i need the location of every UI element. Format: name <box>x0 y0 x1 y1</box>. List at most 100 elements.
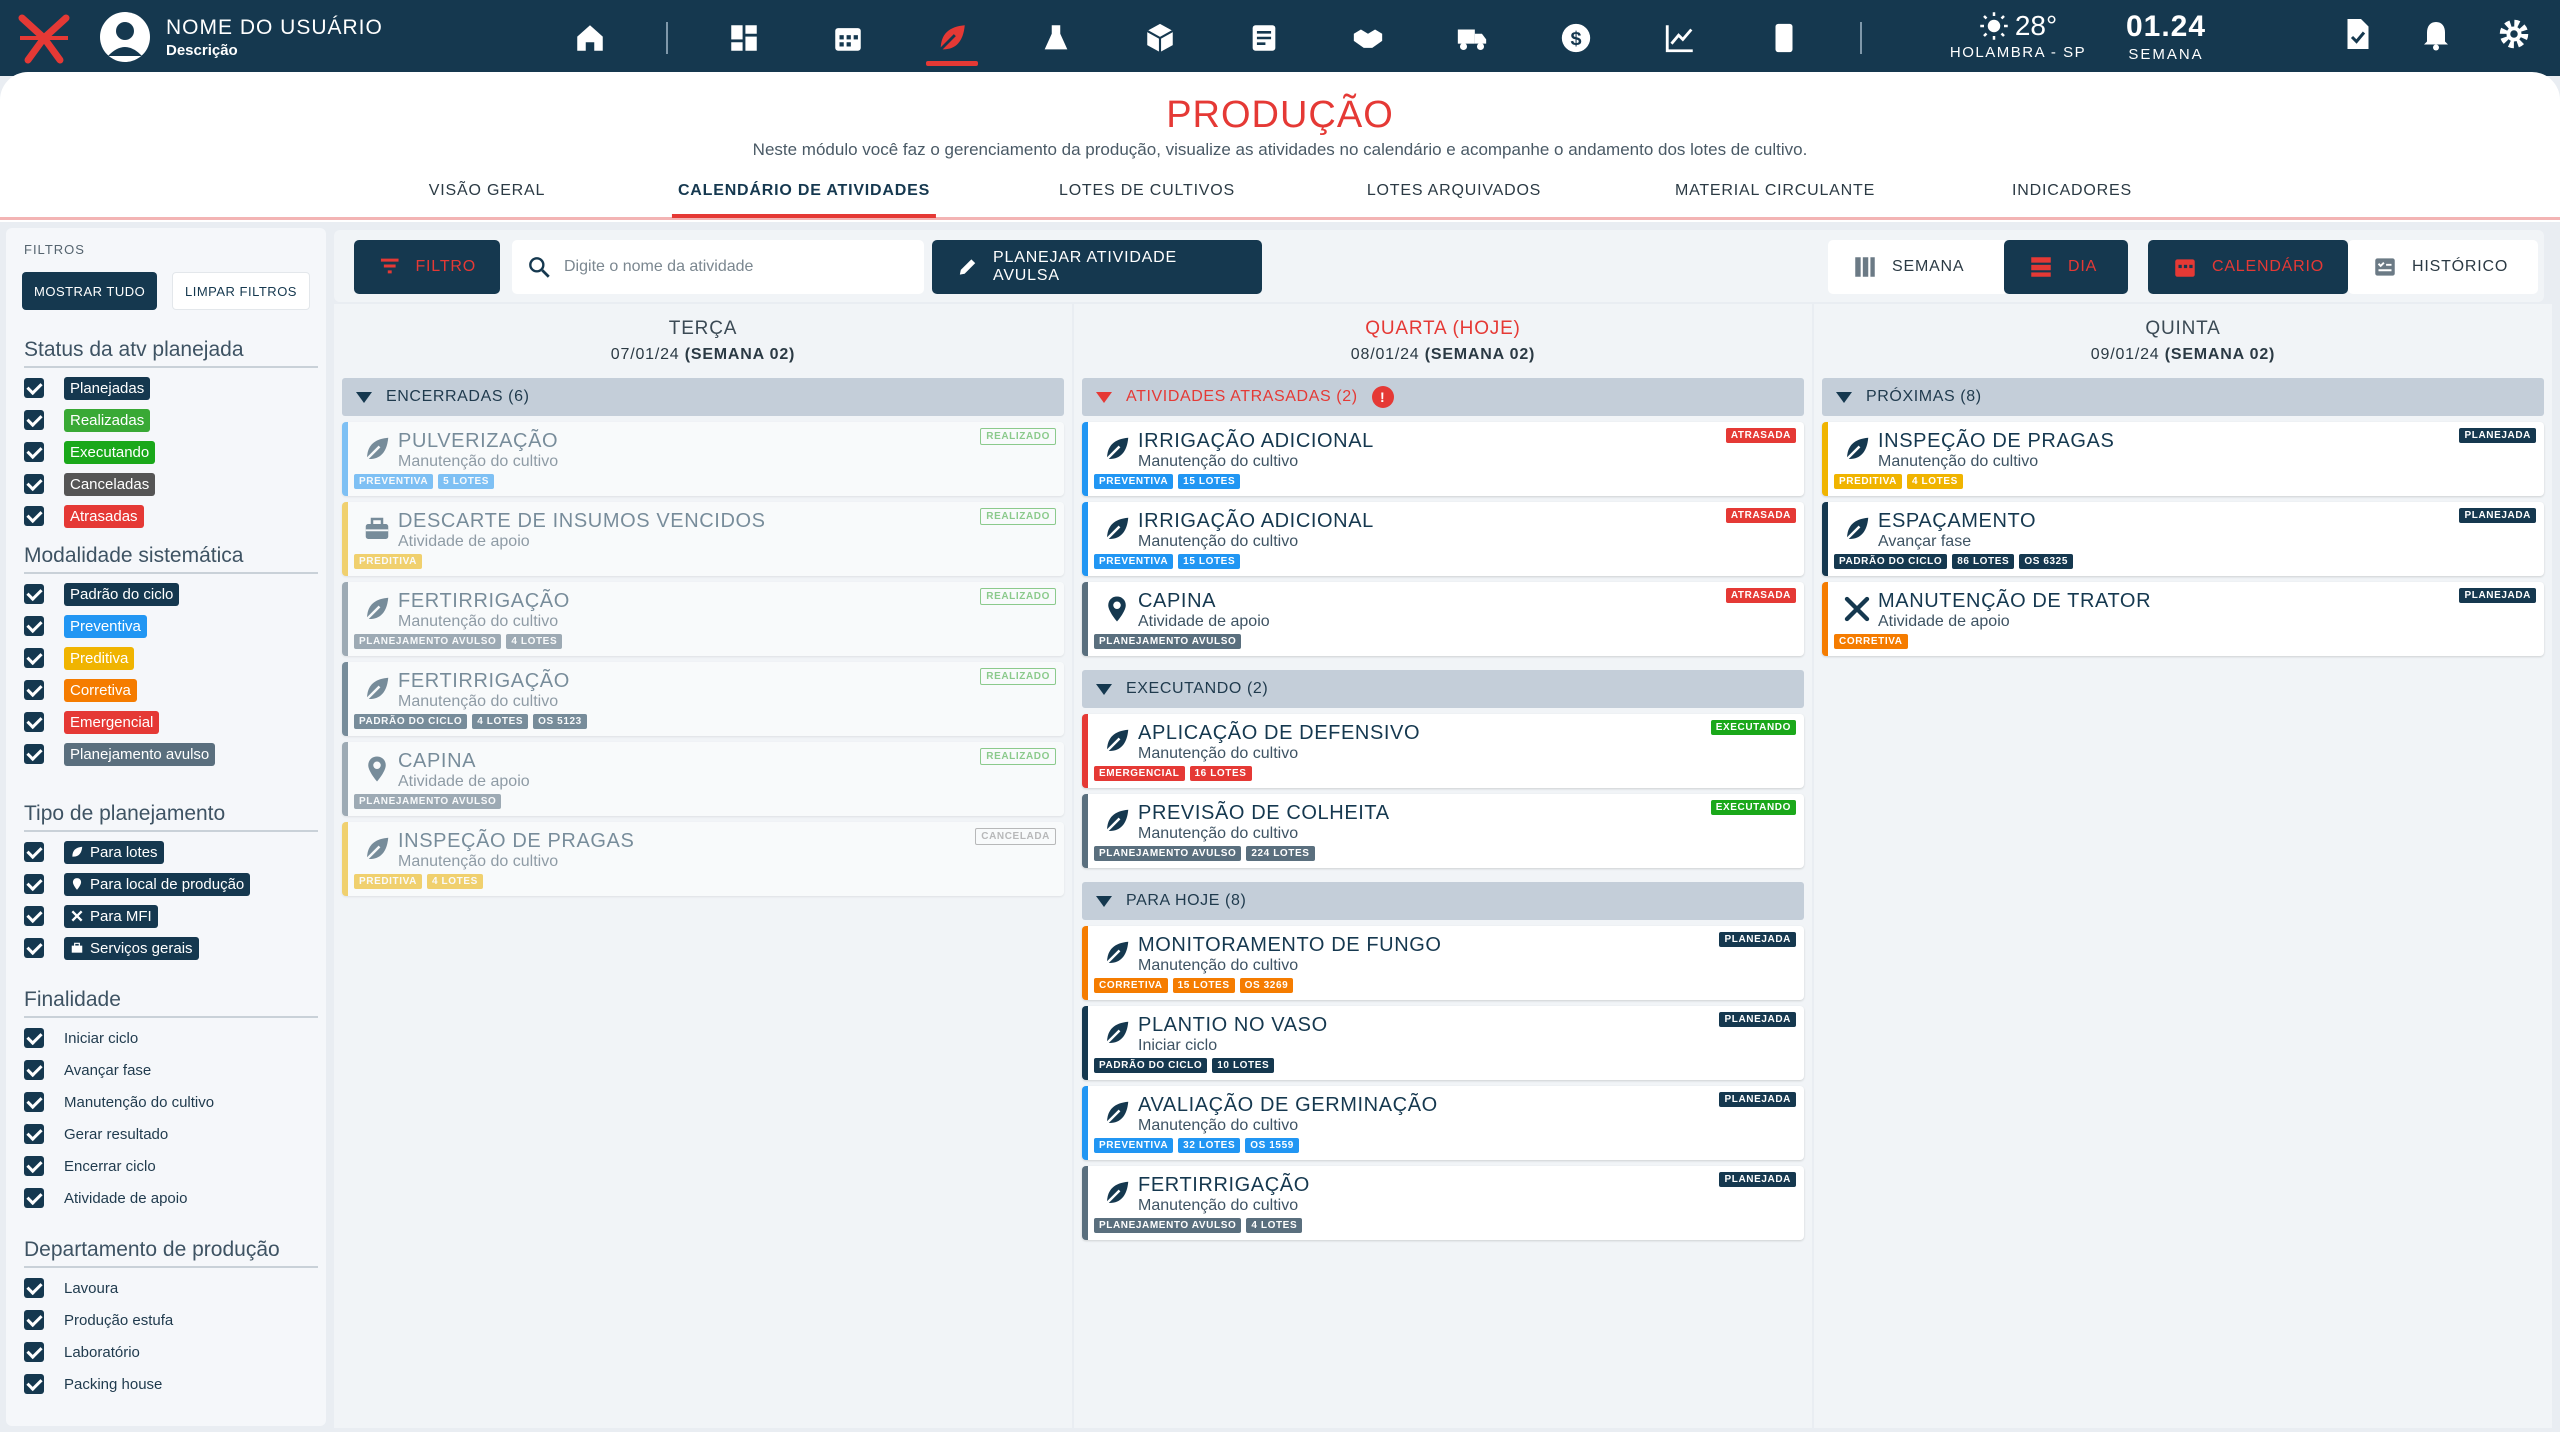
activity-card[interactable]: DESCARTE DE INSUMOS VENCIDOS Atividade de… <box>342 502 1064 576</box>
filter-option[interactable]: Serviços gerais <box>24 932 318 964</box>
tab-indicadores[interactable]: INDICADORES <box>2012 182 2132 199</box>
filter-option[interactable]: Produção estufa <box>24 1304 318 1336</box>
filter-option[interactable]: Preventiva <box>24 610 318 642</box>
checkbox[interactable] <box>24 506 44 526</box>
activity-card[interactable]: MANUTENÇÃO DE TRATOR Atividade de apoio PL… <box>1822 582 2544 656</box>
activity-card[interactable]: INSPEÇÃO DE PRAGAS Manutenção do cultivo C… <box>342 822 1064 896</box>
checkbox[interactable] <box>24 1124 44 1144</box>
dollar-icon[interactable]: $ <box>1524 10 1628 66</box>
box-icon[interactable] <box>1108 10 1212 66</box>
filter-option[interactable]: Gerar resultado <box>24 1118 318 1150</box>
filter-option[interactable]: Atrasadas <box>24 500 318 532</box>
chevron-down-icon[interactable] <box>1096 683 1112 695</box>
avatar[interactable] <box>100 12 150 62</box>
dashboard-icon[interactable] <box>692 10 796 66</box>
checkbox[interactable] <box>24 680 44 700</box>
checkbox[interactable] <box>24 584 44 604</box>
week-view-button[interactable]: SEMANA <box>1828 240 2008 294</box>
filter-option[interactable]: Lavoura <box>24 1272 318 1304</box>
day-view-button[interactable]: DIA <box>2004 240 2128 294</box>
checkbox[interactable] <box>24 1310 44 1330</box>
checkbox[interactable] <box>24 1092 44 1112</box>
group-header[interactable]: PARA HOJE (8) <box>1082 882 1804 920</box>
filter-option[interactable]: Avançar fase <box>24 1054 318 1086</box>
history-button[interactable]: HISTÓRICO <box>2348 240 2538 294</box>
checkbox[interactable] <box>24 410 44 430</box>
bell-icon[interactable] <box>2418 16 2454 52</box>
checkbox[interactable] <box>24 744 44 764</box>
calendar-view-button[interactable]: CALENDÁRIO <box>2148 240 2348 294</box>
filter-option[interactable]: Packing house <box>24 1368 318 1400</box>
filter-option[interactable]: Planejadas <box>24 372 318 404</box>
activity-card[interactable]: PULVERIZAÇÃO Manutenção do cultivo REALIZA… <box>342 422 1064 496</box>
checkbox[interactable] <box>24 616 44 636</box>
filter-option[interactable]: Para lotes <box>24 836 318 868</box>
filter-option[interactable]: Emergencial <box>24 706 318 738</box>
filter-option[interactable]: Canceladas <box>24 468 318 500</box>
filter-option[interactable]: Iniciar ciclo <box>24 1022 318 1054</box>
plan-activity-button[interactable]: PLANEJAR ATIVIDADE AVULSA <box>932 240 1262 294</box>
group-header[interactable]: ATIVIDADES ATRASADAS (2)! <box>1082 378 1804 416</box>
show-all-button[interactable]: MOSTRAR TUDO <box>22 272 158 310</box>
checkbox[interactable] <box>24 1028 44 1048</box>
filter-option[interactable]: Corretiva <box>24 674 318 706</box>
checkbox[interactable] <box>24 474 44 494</box>
checkbox[interactable] <box>24 1342 44 1362</box>
checkbox[interactable] <box>24 938 44 958</box>
activity-card[interactable]: CAPINA Atividade de apoio REALIZADO PLANEJA… <box>342 742 1064 816</box>
home-icon[interactable] <box>538 10 642 66</box>
report-icon[interactable] <box>1212 10 1316 66</box>
gear-icon[interactable] <box>2496 16 2532 52</box>
filter-option[interactable]: Executando <box>24 436 318 468</box>
checkbox[interactable] <box>24 648 44 668</box>
filter-option[interactable]: Encerrar ciclo <box>24 1150 318 1182</box>
brand-logo[interactable] <box>14 8 74 68</box>
calendar-icon[interactable] <box>796 10 900 66</box>
checkbox[interactable] <box>24 378 44 398</box>
checkbox[interactable] <box>24 906 44 926</box>
filter-option[interactable]: Preditiva <box>24 642 318 674</box>
truck-icon[interactable] <box>1420 10 1524 66</box>
chevron-down-icon[interactable] <box>1096 895 1112 907</box>
activity-card[interactable]: MONITORAMENTO DE FUNGO Manutenção do cult… <box>1082 926 1804 1000</box>
search-input[interactable]: Digite o nome da atividade <box>512 240 924 294</box>
checkbox[interactable] <box>24 842 44 862</box>
chart-icon[interactable] <box>1628 10 1732 66</box>
activity-card[interactable]: PREVISÃO DE COLHEITA Manutenção do cultiv… <box>1082 794 1804 868</box>
activity-card[interactable]: APLICAÇÃO DE DEFENSIVO Manutenção do cult… <box>1082 714 1804 788</box>
tab-visao-geral[interactable]: VISÃO GERAL <box>428 182 546 199</box>
checkbox[interactable] <box>24 874 44 894</box>
filter-option[interactable]: Manutenção do cultivo <box>24 1086 318 1118</box>
filter-option[interactable]: Atividade de apoio <box>24 1182 318 1214</box>
chevron-down-icon[interactable] <box>356 391 372 403</box>
activity-card[interactable]: PLANTIO NO VASO Iniciar ciclo PLANEJADA PAD… <box>1082 1006 1804 1080</box>
activity-card[interactable]: FERTIRRIGAÇÃO Manutenção do cultivo REALIZ… <box>342 662 1064 736</box>
handshake-icon[interactable] <box>1316 10 1420 66</box>
activity-card[interactable]: ESPAÇAMENTO Avançar fase PLANEJADA PADRÃO D… <box>1822 502 2544 576</box>
filter-option[interactable]: Realizadas <box>24 404 318 436</box>
filter-option[interactable]: Laboratório <box>24 1336 318 1368</box>
filter-option[interactable]: Para MFI <box>24 900 318 932</box>
filter-option[interactable]: Padrão do ciclo <box>24 578 318 610</box>
filter-option[interactable]: Para local de produção <box>24 868 318 900</box>
checkbox[interactable] <box>24 712 44 732</box>
document-check-icon[interactable] <box>2340 16 2376 52</box>
activity-card[interactable]: AVALIAÇÃO DE GERMINAÇÃO Manutenção do cul… <box>1082 1086 1804 1160</box>
flask-icon[interactable] <box>1004 10 1108 66</box>
tab-lotes-cultivos[interactable]: LOTES DE CULTIVOS <box>1058 182 1236 199</box>
filter-option[interactable]: Planejamento avulso <box>24 738 318 770</box>
activity-card[interactable]: CAPINA Atividade de apoio ATRASADA PLANEJAM… <box>1082 582 1804 656</box>
checkbox[interactable] <box>24 1188 44 1208</box>
tab-material-circulante[interactable]: MATERIAL CIRCULANTE <box>1674 182 1876 199</box>
checkbox[interactable] <box>24 1278 44 1298</box>
filter-button[interactable]: FILTRO <box>354 240 500 294</box>
checkbox[interactable] <box>24 1156 44 1176</box>
tab-calendario[interactable]: CALENDÁRIO DE ATIVIDADES <box>671 182 937 218</box>
group-header[interactable]: PRÓXIMAS (8) <box>1822 378 2544 416</box>
leaf-icon[interactable] <box>900 10 1004 66</box>
activity-card[interactable]: FERTIRRIGAÇÃO Manutenção do cultivo PLANEJ… <box>1082 1166 1804 1240</box>
activity-card[interactable]: FERTIRRIGAÇÃO Manutenção do cultivo REALIZ… <box>342 582 1064 656</box>
checkbox[interactable] <box>24 1374 44 1394</box>
activity-card[interactable]: INSPEÇÃO DE PRAGAS Manutenção do cultivo P… <box>1822 422 2544 496</box>
chevron-down-icon[interactable] <box>1096 391 1112 403</box>
